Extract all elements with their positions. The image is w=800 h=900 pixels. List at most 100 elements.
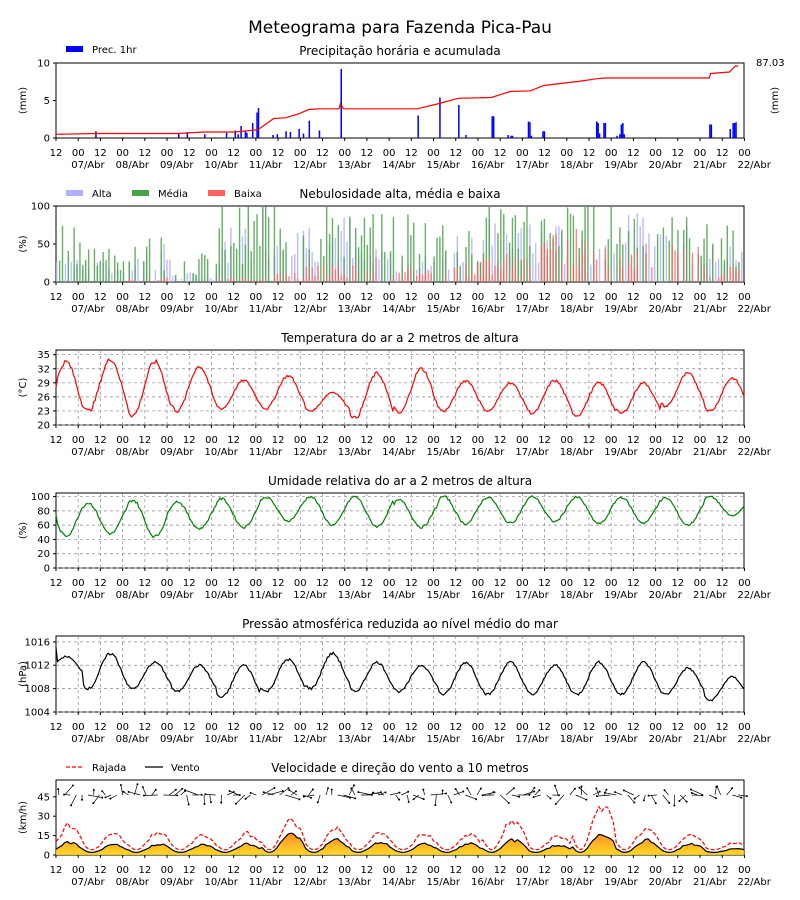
- x-tick-date: 07/Abr: [71, 304, 105, 315]
- cloud-bar-alta: [639, 226, 641, 282]
- precip-bar: [289, 132, 292, 138]
- cloud-bar-media: [372, 213, 374, 282]
- x-tick-hour: 00: [427, 578, 440, 589]
- x-tick-date: 18/Abr: [560, 447, 594, 458]
- cloud-bar-baixa: [572, 265, 575, 282]
- x-tick-hour: 00: [427, 148, 440, 159]
- wind-arrow: [174, 788, 183, 796]
- cloud-bar-alta: [137, 258, 139, 282]
- cloud-bar-baixa: [294, 272, 296, 282]
- wind-arrow-head: [492, 791, 495, 794]
- x-tick-hour: 12: [405, 148, 418, 159]
- cloud-bar-alta: [520, 228, 522, 282]
- cloud-bar-media: [384, 251, 386, 282]
- cloud-bar-media: [218, 228, 220, 282]
- x-tick-hour: 12: [716, 292, 729, 303]
- cloud-bar-media: [508, 242, 511, 282]
- x-tick-hour: 12: [405, 865, 418, 876]
- x-tick-hour: 00: [649, 435, 662, 446]
- cloud-bar-media: [424, 223, 427, 282]
- cloud-bar-media: [73, 227, 75, 282]
- x-tick-hour: 00: [116, 292, 129, 303]
- precip-bar: [616, 135, 618, 138]
- precip-bar: [604, 123, 607, 138]
- y-tick-label: 40: [37, 535, 50, 546]
- cloud-bar-alta: [291, 255, 293, 282]
- x-tick-date: 14/Abr: [382, 877, 416, 888]
- precip-bar: [511, 135, 514, 138]
- x-tick-hour: 00: [738, 292, 751, 303]
- x-tick-hour: 12: [494, 435, 507, 446]
- precip-bar: [710, 124, 713, 138]
- cloud-bar-alta: [494, 223, 496, 282]
- cloud-bar-baixa: [410, 267, 412, 282]
- wind-arrow: [245, 794, 251, 800]
- x-tick-hour: 12: [716, 435, 729, 446]
- y-tick-label: 20: [37, 421, 50, 432]
- cloud-bar-alta: [294, 254, 296, 282]
- x-tick-hour: 12: [138, 148, 151, 159]
- y-axis-label: (%): [18, 522, 29, 539]
- wind-arrow-head: [441, 789, 444, 792]
- cloud-bar-baixa: [476, 263, 479, 282]
- series-line: [55, 358, 745, 419]
- x-tick-hour: 12: [361, 578, 374, 589]
- cloud-bar-baixa: [401, 276, 403, 282]
- x-tick-date: 18/Abr: [560, 734, 594, 745]
- wind-arrow-head: [238, 794, 241, 797]
- x-tick-hour: 00: [294, 865, 307, 876]
- cloud-bar-baixa: [453, 267, 456, 282]
- cloud-bar-baixa: [398, 272, 400, 282]
- wind-arrow: [650, 794, 657, 804]
- wind-arrow: [413, 794, 420, 800]
- legend-swatch: [208, 190, 225, 196]
- x-tick-date: 07/Abr: [71, 160, 105, 171]
- x-tick-date: 22/Abr: [737, 304, 771, 315]
- cloud-bar-baixa: [352, 264, 354, 282]
- cloud-bar-baixa: [128, 277, 130, 282]
- y-tick-label: 30: [37, 812, 50, 823]
- wind-arrow-head: [605, 788, 608, 791]
- wind-arrow-head: [745, 795, 748, 798]
- wind-arrow-head: [127, 790, 130, 793]
- x-tick-hour: 00: [205, 865, 218, 876]
- cloud-bar-baixa: [622, 266, 624, 282]
- wind-arrow: [372, 792, 385, 796]
- x-tick-hour: 12: [272, 865, 285, 876]
- cloud-bar-media: [732, 230, 734, 282]
- cloud-bar-alta: [241, 236, 244, 282]
- cloud-bar-baixa: [366, 270, 369, 282]
- precip-bar: [603, 123, 605, 138]
- wind-arrow-head: [104, 796, 107, 799]
- x-tick-date: 22/Abr: [737, 447, 771, 458]
- x-tick-hour: 00: [116, 722, 129, 733]
- cloud-bar-media: [337, 225, 339, 282]
- cloud-bar-alta: [296, 233, 299, 282]
- wind-arrow-head: [454, 788, 457, 791]
- cloud-bar-baixa: [482, 257, 485, 282]
- x-tick-hour: 12: [183, 865, 196, 876]
- cloud-bar-media: [497, 233, 499, 282]
- cloud-bar-media: [436, 237, 438, 282]
- x-tick-date: 14/Abr: [382, 590, 416, 601]
- x-tick-hour: 12: [183, 435, 196, 446]
- cloud-bar-alta: [709, 258, 711, 282]
- plot-frame: [55, 62, 745, 139]
- cloud-bar-baixa: [514, 258, 517, 282]
- cloud-bar-media: [233, 243, 235, 282]
- cloud-bar-baixa: [415, 276, 418, 282]
- cloud-bar-media: [256, 214, 258, 282]
- x-tick-hour: 00: [694, 722, 707, 733]
- wind-arrow-head: [647, 794, 650, 797]
- x-tick-date: 16/Abr: [471, 160, 505, 171]
- wind-arrow: [679, 794, 687, 802]
- wind-arrow-head: [614, 791, 617, 794]
- precip-bar: [598, 133, 601, 138]
- precip-bar: [234, 130, 237, 138]
- panel-5: Velocidade e direção do vento a 10 metro…: [18, 761, 772, 888]
- precip-bar: [318, 130, 321, 138]
- cloud-bar-media: [108, 248, 110, 282]
- cloud-bar-baixa: [355, 265, 357, 282]
- cloud-bar-media: [703, 238, 705, 282]
- cloud-bar-baixa: [418, 273, 421, 282]
